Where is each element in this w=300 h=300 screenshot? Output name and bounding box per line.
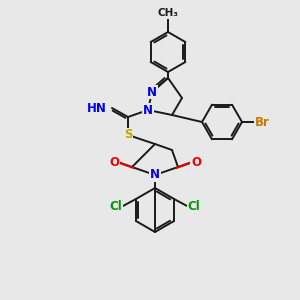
Text: N: N bbox=[147, 85, 157, 98]
Text: N: N bbox=[143, 103, 153, 116]
Text: Cl: Cl bbox=[110, 200, 122, 214]
Text: Br: Br bbox=[255, 116, 269, 128]
Text: O: O bbox=[109, 155, 119, 169]
Text: HN: HN bbox=[87, 101, 107, 115]
Text: Cl: Cl bbox=[188, 200, 200, 214]
Text: S: S bbox=[124, 128, 132, 142]
Text: CH₃: CH₃ bbox=[158, 8, 178, 18]
Text: O: O bbox=[191, 155, 201, 169]
Text: N: N bbox=[150, 169, 160, 182]
